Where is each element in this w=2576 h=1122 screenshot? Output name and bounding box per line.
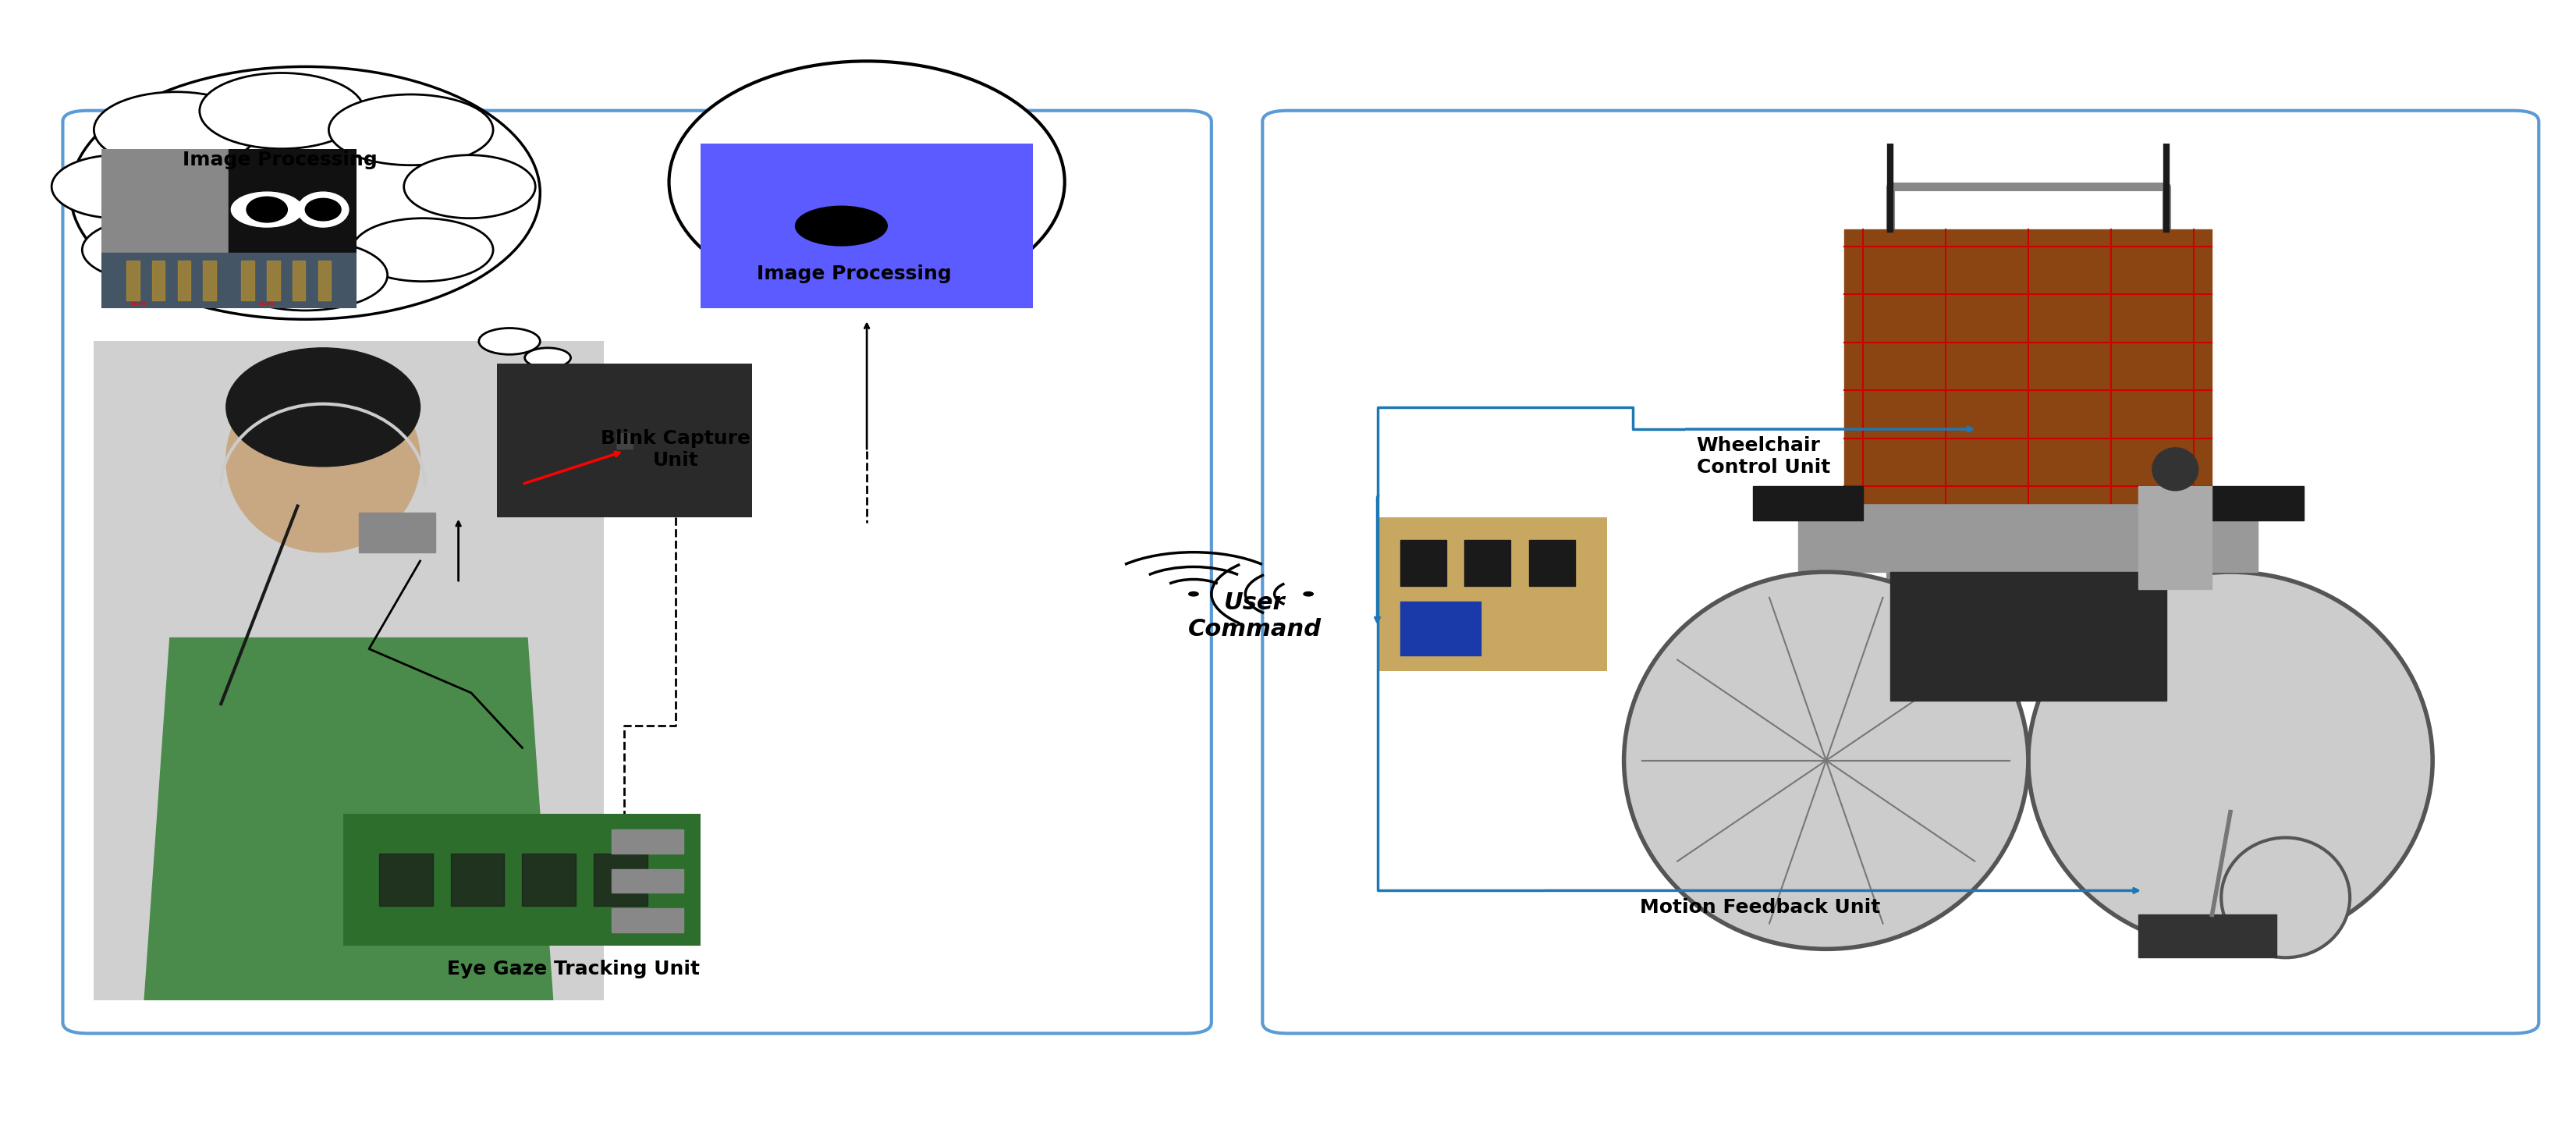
Ellipse shape <box>330 94 492 165</box>
Text: Image Processing: Image Processing <box>757 265 951 283</box>
Ellipse shape <box>93 92 258 167</box>
Ellipse shape <box>82 219 224 282</box>
Ellipse shape <box>198 73 363 149</box>
Circle shape <box>1303 592 1314 596</box>
Circle shape <box>572 366 600 378</box>
Text: Image Processing: Image Processing <box>183 150 376 169</box>
Ellipse shape <box>224 240 386 311</box>
FancyBboxPatch shape <box>701 144 1033 309</box>
Text: Motion Feedback Unit: Motion Feedback Unit <box>1641 898 1880 917</box>
Ellipse shape <box>52 155 183 219</box>
Text: Eye Gaze Tracking Unit: Eye Gaze Tracking Unit <box>446 959 701 978</box>
Circle shape <box>479 328 541 355</box>
Ellipse shape <box>670 61 1064 303</box>
Ellipse shape <box>404 155 536 219</box>
FancyBboxPatch shape <box>1262 111 2540 1033</box>
Circle shape <box>1188 592 1198 596</box>
Circle shape <box>796 206 886 246</box>
Text: User
Command: User Command <box>1188 591 1321 641</box>
Text: Blink Capture
Unit: Blink Capture Unit <box>600 430 750 470</box>
Text: Wheelchair
Control Unit: Wheelchair Control Unit <box>1698 436 1829 477</box>
Ellipse shape <box>353 219 492 282</box>
Circle shape <box>526 348 572 368</box>
Ellipse shape <box>70 66 541 320</box>
FancyBboxPatch shape <box>62 111 1211 1033</box>
